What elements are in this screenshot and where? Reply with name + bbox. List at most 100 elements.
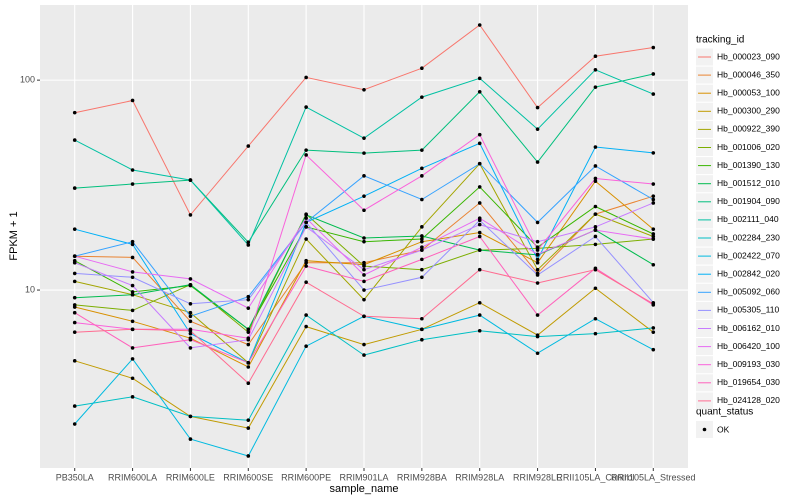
data-point: [477, 234, 482, 239]
data-point: [246, 426, 251, 430]
data-point: [304, 216, 308, 220]
data-point: [535, 334, 540, 339]
legend-label: Hb_005305_110: [717, 305, 780, 315]
data-point: [72, 254, 77, 258]
data-point: [246, 381, 251, 385]
point-legend-title: quant_status: [696, 407, 753, 418]
x-tick-label: RRIM600LE: [166, 472, 215, 482]
data-point: [362, 342, 366, 347]
data-point: [130, 395, 135, 399]
data-point: [477, 141, 482, 146]
data-point: [477, 161, 482, 166]
data-point: [477, 185, 482, 189]
data-point: [420, 245, 424, 250]
data-point: [362, 297, 366, 302]
data-point: [362, 279, 366, 284]
data-point: [593, 234, 598, 239]
data-point: [188, 437, 193, 441]
data-point: [72, 110, 77, 115]
data-point: [304, 313, 308, 317]
y-tick-label: 100: [20, 75, 35, 85]
data-point: [477, 76, 482, 81]
x-tick-label: PB350LA: [56, 472, 94, 482]
data-point: [304, 75, 308, 80]
data-point: [188, 337, 193, 342]
data-point: [593, 286, 598, 291]
x-tick-label: RRIM928LE: [513, 472, 562, 482]
data-point: [420, 239, 424, 244]
legend-point: [702, 427, 707, 432]
data-point: [477, 222, 482, 227]
data-point: [246, 306, 251, 310]
legend-label: Hb_000300_290: [717, 106, 780, 116]
legend-label: Hb_019654_030: [717, 377, 780, 387]
data-point: [304, 237, 308, 241]
data-point: [651, 194, 656, 198]
data-point: [72, 186, 77, 190]
legend-label: Hb_001006_020: [717, 142, 780, 152]
data-point: [535, 260, 540, 265]
data-point: [362, 174, 366, 178]
data-point: [477, 201, 482, 205]
data-point: [535, 105, 540, 110]
y-axis-title: FPKM + 1: [8, 211, 20, 260]
data-point: [477, 216, 482, 220]
data-point: [420, 166, 424, 171]
data-point: [130, 239, 135, 244]
data-point: [477, 89, 482, 94]
x-tick-label: RRIM600SE: [223, 472, 273, 482]
data-point: [420, 237, 424, 241]
data-point: [188, 414, 193, 419]
point-legend-label: OK: [717, 424, 730, 434]
data-point: [535, 281, 540, 285]
data-point: [593, 331, 598, 336]
x-axis-title: sample_name: [329, 483, 398, 495]
data-point: [188, 282, 193, 287]
legend-label: Hb_000023_090: [717, 51, 780, 61]
data-point: [304, 225, 308, 229]
data-point: [535, 273, 540, 277]
data-point: [535, 257, 540, 262]
legend-label: Hb_024128_020: [717, 395, 780, 405]
data-point: [420, 248, 424, 252]
legend-label: Hb_006162_010: [717, 323, 780, 333]
legend-label: Hb_009193_030: [717, 359, 780, 369]
legend-label: Hb_002422_070: [717, 250, 780, 260]
data-point: [362, 314, 366, 319]
data-point: [130, 98, 135, 103]
data-point: [188, 331, 193, 336]
data-point: [593, 54, 598, 59]
data-point: [362, 353, 366, 357]
data-point: [651, 237, 656, 241]
data-point: [420, 148, 424, 152]
data-point: [130, 182, 135, 186]
data-point: [651, 302, 656, 306]
data-point: [130, 242, 135, 247]
data-point: [304, 264, 308, 268]
data-point: [188, 346, 193, 350]
data-point: [246, 297, 251, 302]
data-point: [72, 310, 77, 315]
data-point: [593, 242, 598, 247]
data-point: [362, 288, 366, 292]
data-point: [420, 197, 424, 202]
data-point: [593, 145, 598, 149]
data-point: [188, 319, 193, 324]
data-point: [651, 201, 656, 205]
x-tick-label: RRIM928LA: [455, 472, 504, 482]
data-point: [188, 310, 193, 315]
data-point: [420, 337, 424, 342]
data-point: [188, 302, 193, 306]
data-point: [72, 320, 77, 325]
x-tick-label: RRIM600LA: [108, 472, 157, 482]
data-point: [362, 236, 366, 240]
data-point: [420, 327, 424, 332]
data-point: [651, 182, 656, 186]
data-point: [477, 267, 482, 272]
data-point: [535, 351, 540, 356]
data-point: [304, 324, 308, 329]
data-point: [130, 376, 135, 381]
data-point: [420, 316, 424, 321]
data-point: [362, 194, 366, 198]
